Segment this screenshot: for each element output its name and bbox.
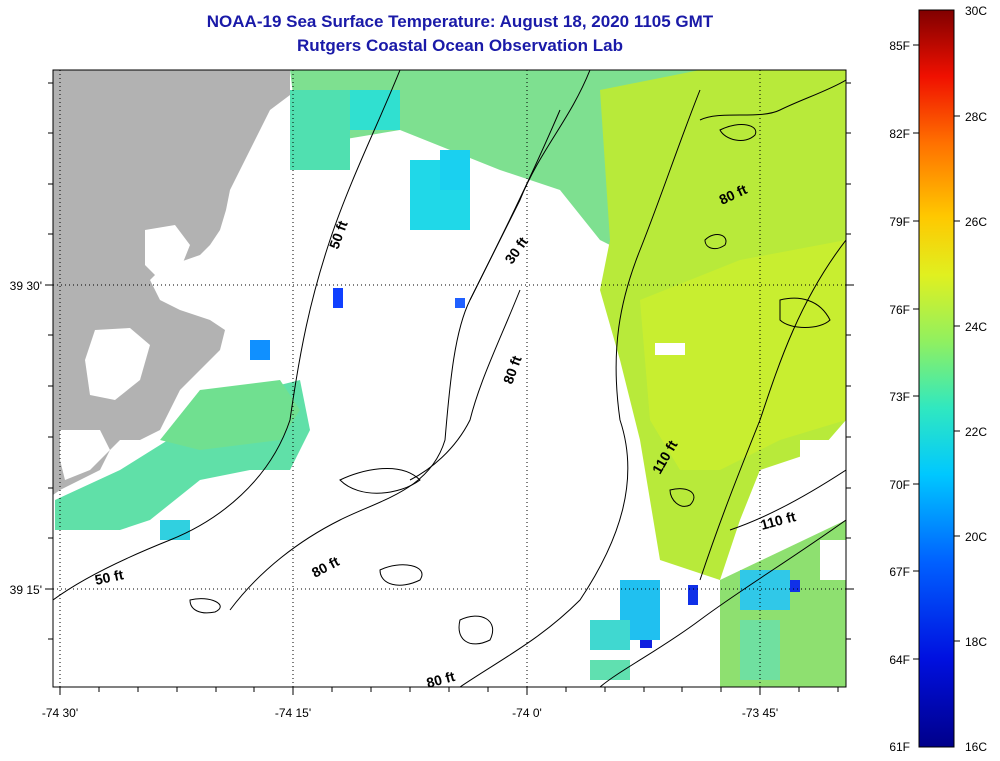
colorbar bbox=[918, 9, 955, 748]
colorbar-label-73f: 73F bbox=[889, 390, 910, 404]
lon-label-73-45: -73 45' bbox=[742, 706, 778, 720]
colorbar-label-30c: 30C bbox=[965, 4, 987, 18]
axis-ticks bbox=[45, 82, 854, 695]
colorbar-label-61f: 61F bbox=[889, 740, 910, 754]
colorbar-label-70f: 70F bbox=[889, 478, 910, 492]
colorbar-label-76f: 76F bbox=[889, 303, 910, 317]
sst-data-layer bbox=[55, 70, 846, 687]
bathymetry-contours bbox=[53, 70, 846, 687]
colorbar-label-79f: 79F bbox=[889, 215, 910, 229]
lat-label-39-15: 39 15' bbox=[10, 583, 42, 597]
graticule bbox=[53, 70, 846, 687]
map-title: NOAA-19 Sea Surface Temperature: August … bbox=[206, 12, 714, 31]
colorbar-label-26c: 26C bbox=[965, 215, 987, 229]
contour-label-80ft-s: 80 ft bbox=[425, 668, 457, 691]
colorbar-ticks bbox=[913, 44, 960, 660]
colorbar-label-82f: 82F bbox=[889, 127, 910, 141]
colorbar-label-67f: 67F bbox=[889, 565, 910, 579]
lon-label-74-0: -74 0' bbox=[512, 706, 542, 720]
colorbar-label-16c: 16C bbox=[965, 740, 987, 754]
lon-label-74-30: -74 30' bbox=[42, 706, 78, 720]
colorbar-label-20c: 20C bbox=[965, 530, 987, 544]
colorbar-label-85f: 85F bbox=[889, 39, 910, 53]
colorbar-label-24c: 24C bbox=[965, 320, 987, 334]
colorbar-label-28c: 28C bbox=[965, 110, 987, 124]
colorbar-label-18c: 18C bbox=[965, 635, 987, 649]
map-subtitle: Rutgers Coastal Ocean Observation Lab bbox=[297, 36, 623, 55]
lon-label-74-15: -74 15' bbox=[275, 706, 311, 720]
lat-label-39-30: 39 30' bbox=[10, 279, 42, 293]
contour-label-50ft-sw: 50 ft bbox=[93, 566, 125, 588]
colorbar-label-64f: 64F bbox=[889, 653, 910, 667]
colorbar-label-22c: 22C bbox=[965, 425, 987, 439]
